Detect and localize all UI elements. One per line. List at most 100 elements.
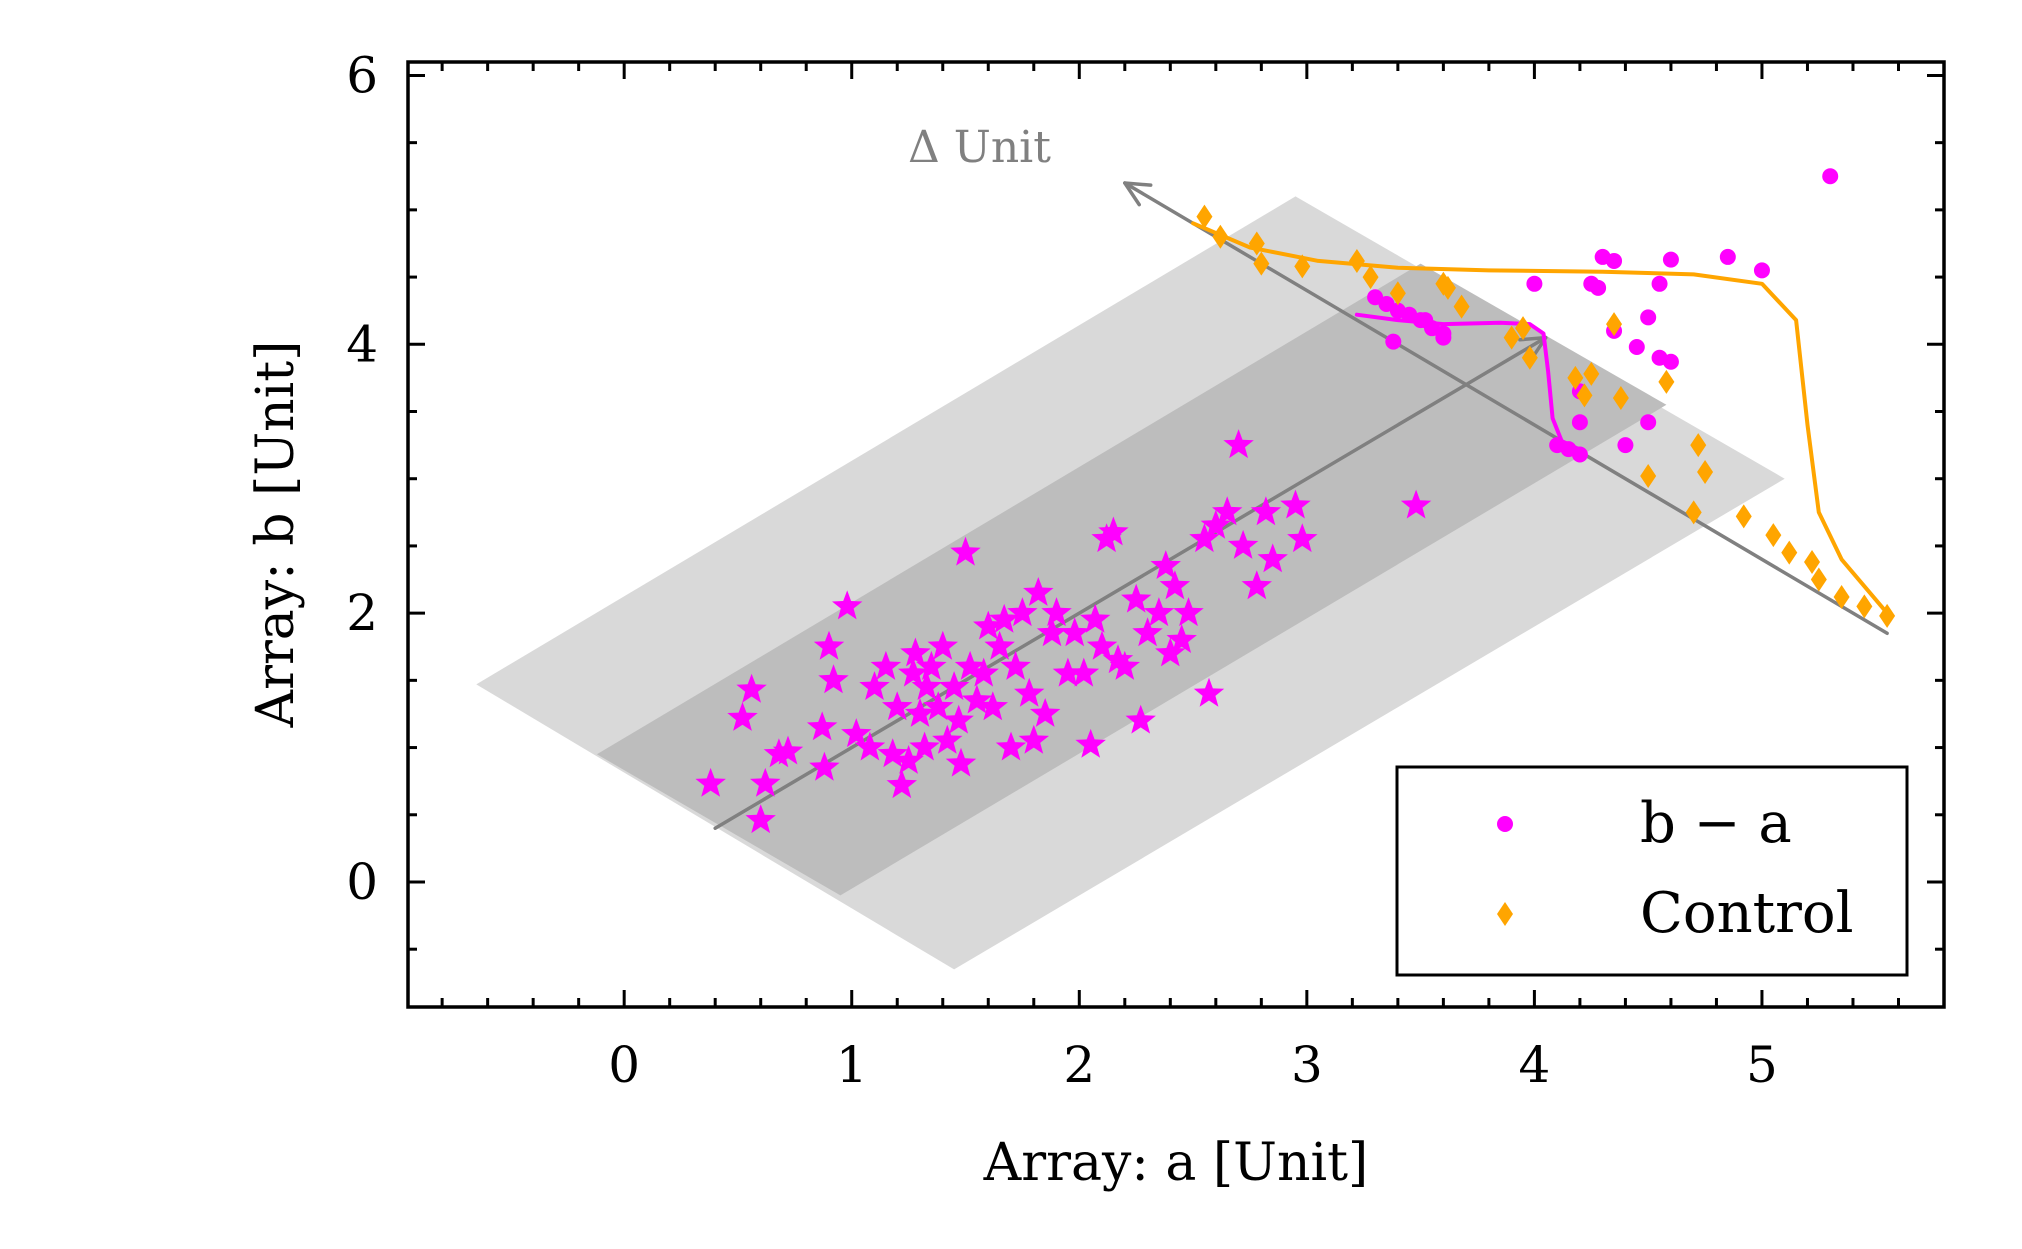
dot-point — [1417, 312, 1434, 329]
star-point — [1125, 704, 1156, 734]
y-tick-label: 4 — [346, 315, 378, 373]
legend-marker-diamond — [1497, 902, 1513, 926]
star-point — [1059, 617, 1090, 647]
dot-point — [1640, 414, 1657, 431]
legend-label-b-minus-a: b − a — [1640, 791, 1792, 856]
star-point — [1400, 489, 1432, 519]
arrow-layer — [713, 181, 1889, 830]
x-tick-label: 0 — [608, 1036, 640, 1094]
star-point — [1121, 583, 1152, 613]
diamond-point — [1765, 523, 1782, 548]
star-point — [968, 657, 999, 687]
star-point — [1036, 617, 1068, 647]
star-point — [1150, 550, 1181, 579]
star-point — [1173, 597, 1204, 627]
star-point — [911, 671, 942, 700]
star-point — [745, 804, 776, 834]
dot-point — [1628, 338, 1645, 355]
star-point — [1166, 624, 1197, 653]
star-point — [1029, 698, 1061, 727]
x-tick-label: 5 — [1746, 1036, 1778, 1094]
star-point — [950, 536, 981, 566]
star-point — [870, 650, 902, 680]
star-point — [877, 738, 908, 768]
diamond-point — [1389, 281, 1406, 306]
x-tick-label: 4 — [1518, 1036, 1550, 1094]
diamond-point — [1294, 254, 1311, 279]
star-point — [1280, 489, 1311, 519]
star-point — [1018, 724, 1049, 754]
star-point — [813, 630, 845, 660]
star-point — [1052, 657, 1084, 687]
diamond-point — [1658, 369, 1675, 394]
diamond-point — [1810, 567, 1827, 592]
star-point — [1098, 516, 1129, 546]
star-point — [886, 769, 917, 799]
dot-point — [1651, 275, 1668, 292]
legend-box — [1395, 765, 1909, 977]
star-point — [772, 735, 804, 765]
dot-point — [1822, 168, 1839, 185]
star-point — [1000, 650, 1031, 680]
y-tick-label: 0 — [346, 853, 378, 911]
star-point — [932, 724, 963, 754]
star-point — [909, 731, 940, 761]
diamond-point — [1196, 204, 1213, 229]
delta-unit-annotation: Δ Unit — [908, 122, 1051, 173]
dot-point — [1719, 248, 1736, 265]
diamond-point — [1685, 500, 1702, 525]
diamond-point — [1612, 386, 1629, 411]
star-point — [806, 711, 838, 741]
x-tick-label: 3 — [1291, 1036, 1323, 1094]
star-point — [1014, 677, 1045, 707]
star-point — [1189, 523, 1220, 553]
legend: b − a Control — [1395, 765, 1909, 977]
star-point — [989, 603, 1020, 633]
x-tick-label: 2 — [1063, 1036, 1095, 1094]
diamond-point — [1576, 383, 1593, 408]
star-point — [984, 630, 1015, 660]
star-point — [904, 698, 936, 727]
diamond-point — [1879, 603, 1896, 628]
diamond-point — [1640, 464, 1657, 489]
star-point — [961, 684, 993, 714]
star-point — [1023, 577, 1054, 606]
star-point — [1287, 523, 1318, 553]
star-point — [1068, 657, 1100, 687]
star-point — [938, 671, 970, 700]
star-point — [1007, 597, 1038, 627]
star-point — [1109, 650, 1140, 680]
dot-point — [1753, 262, 1770, 279]
diamond-point — [1212, 224, 1229, 249]
star-point — [1227, 529, 1259, 559]
dot-point — [1435, 329, 1452, 346]
star-point — [809, 751, 840, 781]
star-point — [736, 673, 767, 703]
star-point — [727, 702, 758, 731]
dot-point — [1571, 446, 1588, 463]
x-axis-title: Array: a [Unit] — [983, 1133, 1369, 1193]
diamond-point — [1453, 294, 1470, 319]
y-tick-label: 6 — [346, 46, 378, 104]
star-point — [898, 657, 929, 687]
star-point — [1080, 603, 1111, 633]
legend-label-control: Control — [1640, 881, 1854, 946]
diamond-point — [1690, 433, 1707, 458]
x-tick-label: 1 — [836, 1036, 868, 1094]
star-point — [995, 731, 1027, 761]
star-point — [954, 650, 986, 680]
star-point — [1257, 543, 1288, 573]
diamond-point — [1833, 585, 1850, 610]
star-point — [1155, 637, 1186, 667]
star-point — [973, 610, 1004, 640]
marker-layer — [695, 168, 1896, 834]
star-point — [859, 671, 890, 700]
plot-frame — [406, 60, 1946, 1009]
star-point — [1193, 677, 1225, 707]
dot-point — [1617, 437, 1634, 454]
star-point — [1159, 570, 1191, 600]
star-point — [943, 704, 974, 734]
star-point — [1075, 728, 1106, 758]
dot-point — [1590, 279, 1607, 296]
